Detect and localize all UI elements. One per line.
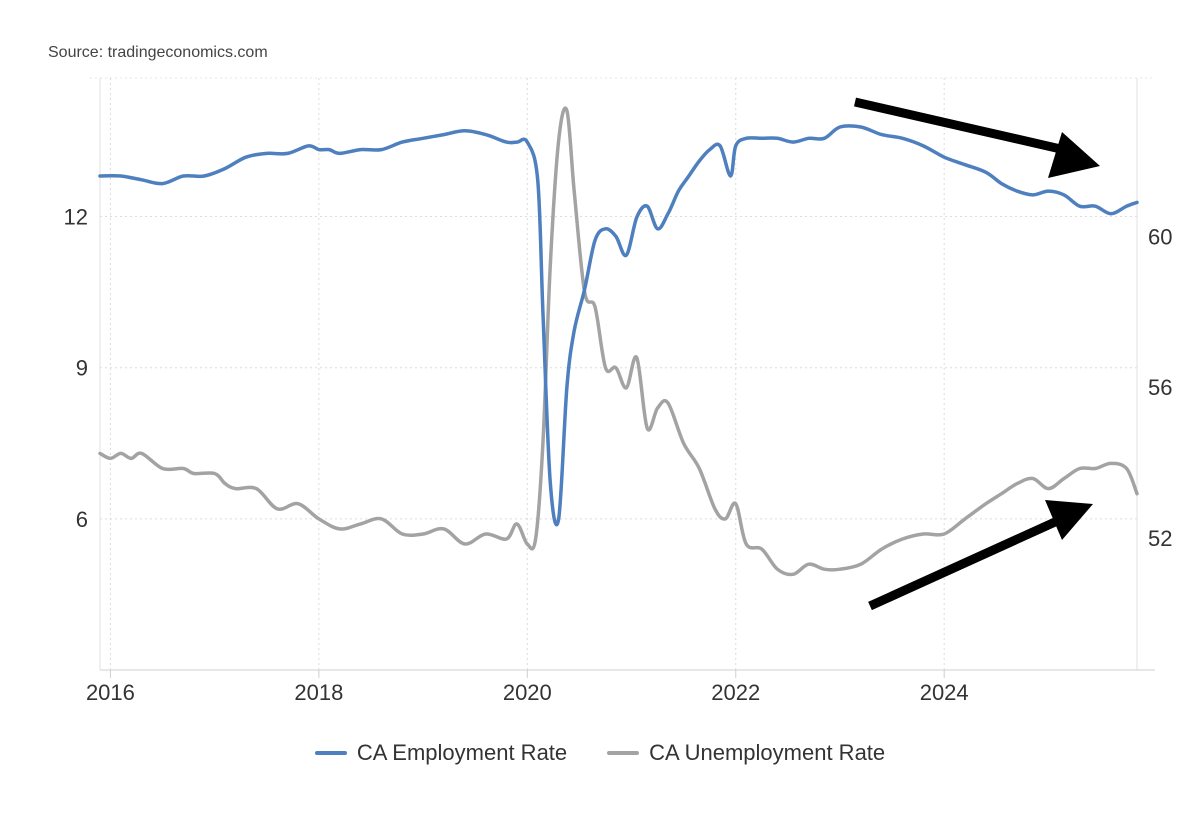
legend-item-employment[interactable]: CA Employment Rate (314, 740, 568, 766)
arrow-up-head (1045, 500, 1093, 540)
x-tick-label: 2016 (86, 680, 135, 705)
y-left-tick-label: 6 (76, 507, 88, 532)
series-line-ca-unemployment-rate (98, 106, 1139, 577)
y-right-tick-label: 52 (1148, 526, 1172, 551)
legend-swatch-unemployment (607, 751, 640, 755)
legend-item-unemployment[interactable]: CA Unemployment Rate (607, 740, 885, 766)
source-credit: Source: tradingeconomics.com (48, 44, 268, 61)
arrow-up-shaft (868, 517, 1057, 611)
legend-swatch-employment (314, 751, 347, 755)
trend-arrows (853, 97, 1100, 611)
grid-lines (90, 77, 1155, 670)
axes (99, 78, 1155, 678)
series-layer (98, 106, 1139, 577)
arrow-down-head (1048, 132, 1100, 178)
y-right-tick-label: 56 (1148, 375, 1172, 400)
arrow-down-shaft (853, 97, 1067, 155)
x-tick-label: 2022 (711, 680, 760, 705)
x-tick-label: 2024 (920, 680, 969, 705)
x-tick-label: 2020 (503, 680, 552, 705)
series-line-ca-employment-rate (98, 124, 1139, 527)
y-left-tick-label: 12 (64, 205, 88, 230)
y-right-tick-label: 60 (1148, 224, 1172, 249)
x-tick-label: 2018 (294, 680, 343, 705)
legend: CA Employment Rate CA Unemployment Rate (0, 740, 1200, 766)
legend-label-unemployment: CA Unemployment Rate (649, 740, 886, 765)
y-left-tick-label: 9 (76, 356, 88, 381)
legend-label-employment: CA Employment Rate (356, 740, 568, 765)
tick-labels: 6 9 12 52 56 60 2016 2018 2020 2022 2024 (64, 205, 1173, 705)
